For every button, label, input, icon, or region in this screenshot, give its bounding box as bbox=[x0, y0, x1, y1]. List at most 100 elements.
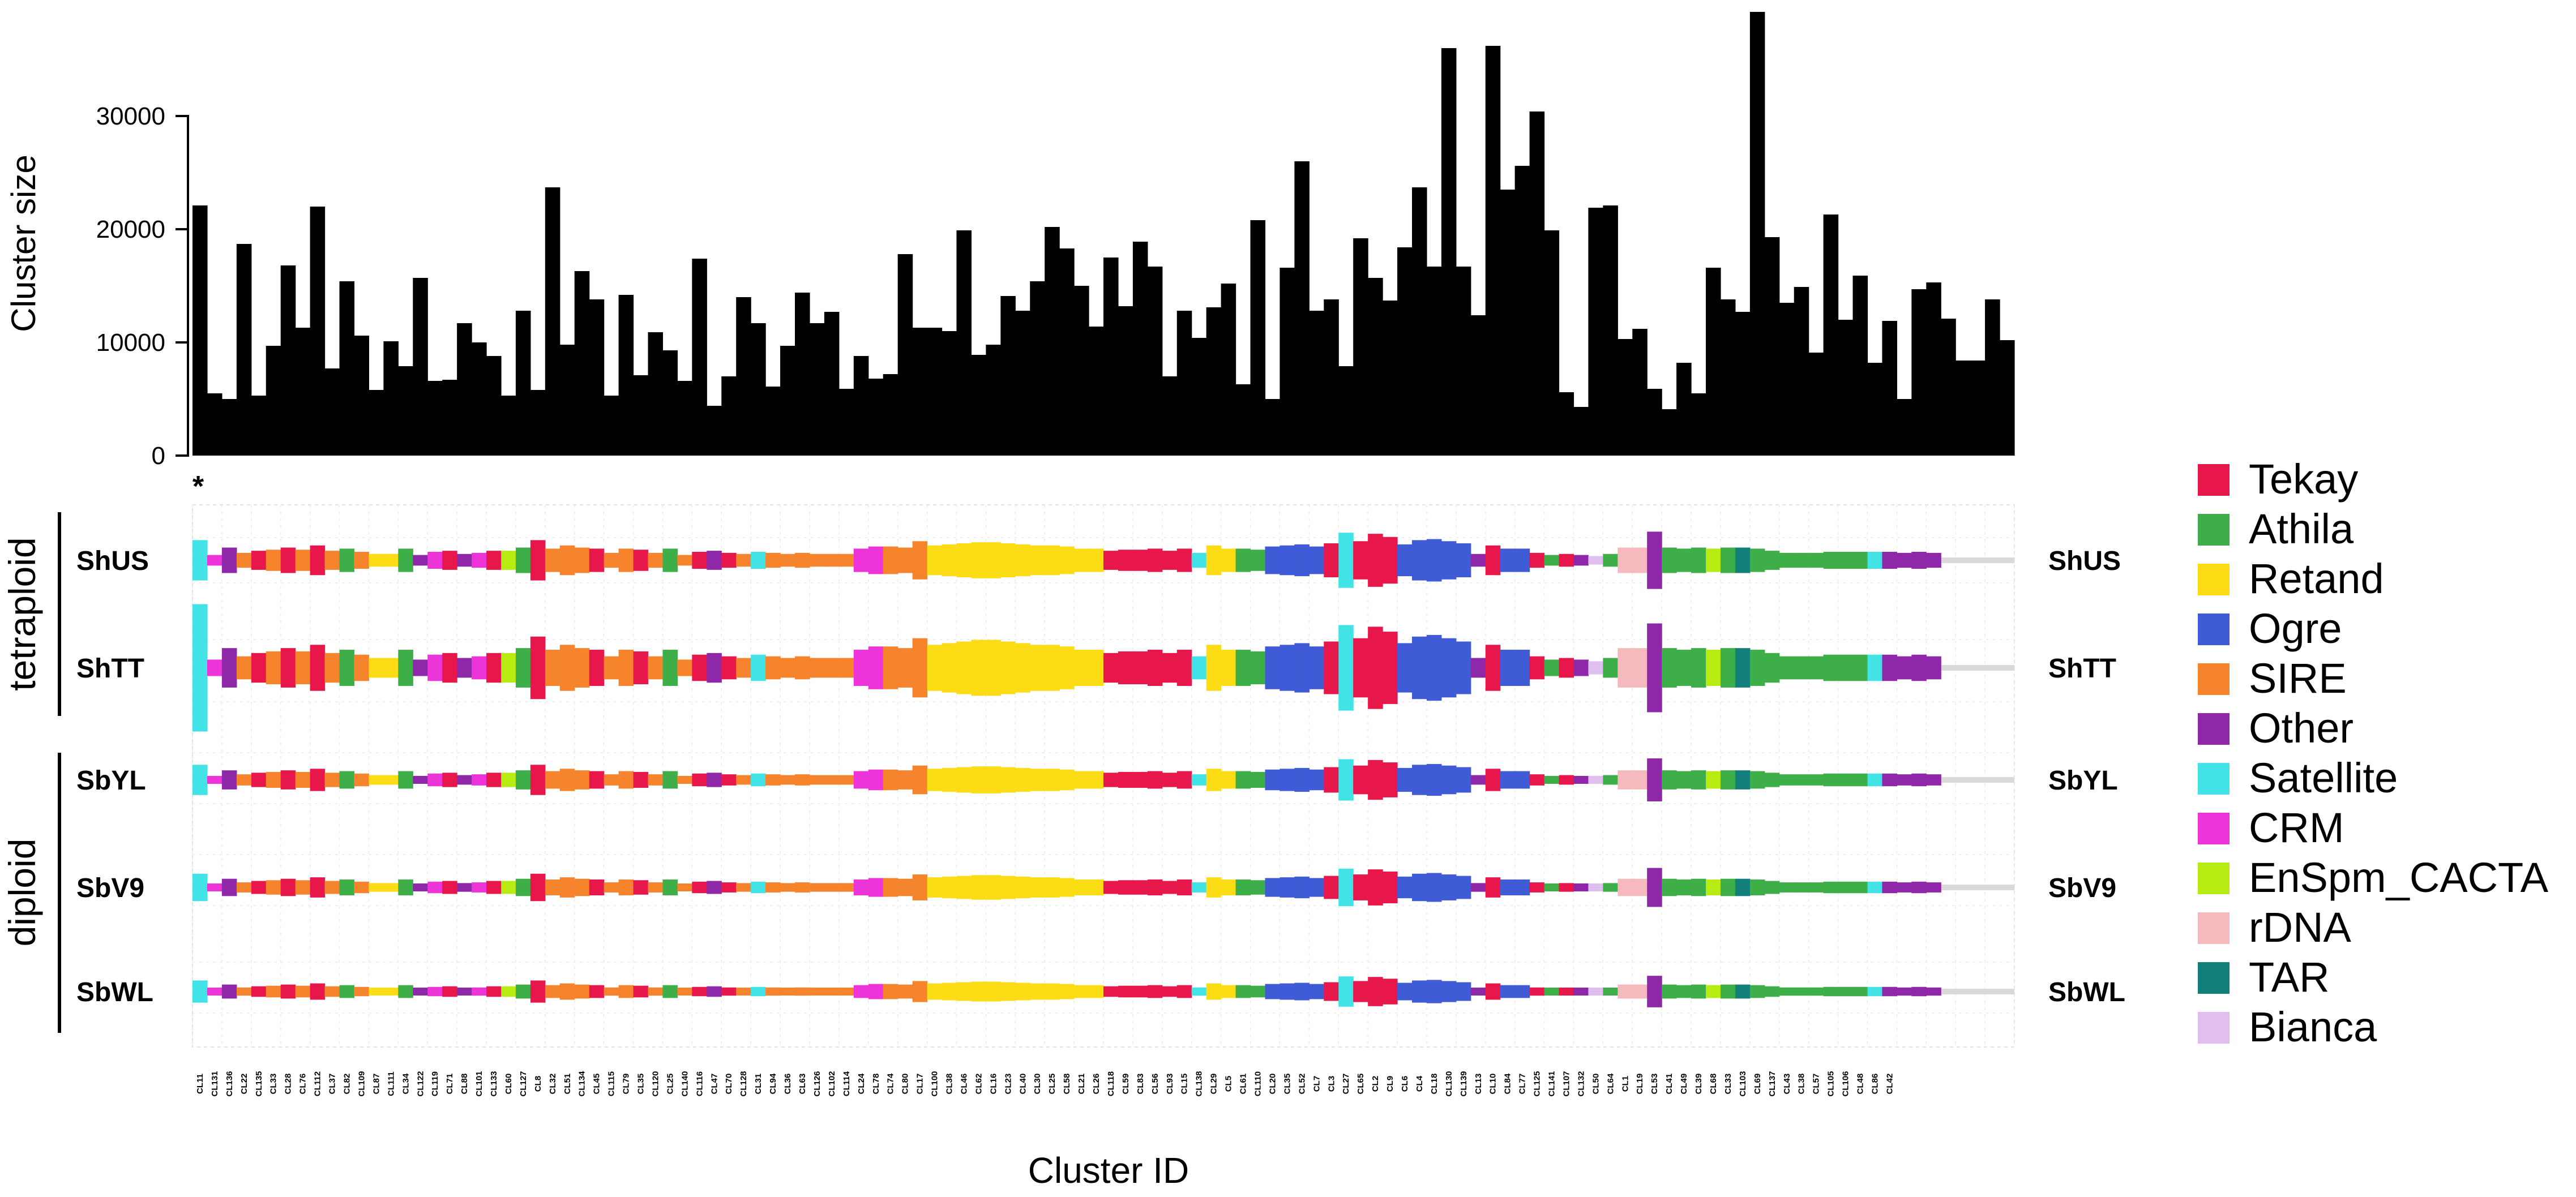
abundance-cell bbox=[1485, 769, 1501, 791]
sample-label-left: ShTT bbox=[76, 654, 144, 684]
abundance-cell bbox=[1397, 643, 1413, 693]
abundance-cell bbox=[618, 548, 634, 572]
abundance-cell bbox=[956, 982, 972, 1001]
abundance-cell bbox=[369, 658, 384, 678]
abundance-cell bbox=[751, 654, 766, 681]
abundance-cell bbox=[1706, 771, 1721, 789]
abundance-cell bbox=[1059, 646, 1075, 689]
abundance-cell bbox=[1353, 638, 1368, 698]
abundance-cell bbox=[618, 879, 634, 896]
abundance-cell bbox=[192, 980, 208, 1003]
abundance-cell bbox=[868, 546, 884, 574]
abundance-cell bbox=[1838, 986, 1854, 997]
bar bbox=[354, 336, 370, 456]
bar bbox=[427, 381, 443, 456]
abundance-cell bbox=[339, 985, 355, 998]
abundance-cell bbox=[927, 877, 943, 898]
bar bbox=[1926, 282, 1941, 456]
cluster-id-label: CL7 bbox=[1312, 1076, 1321, 1092]
bar bbox=[648, 332, 664, 456]
abundance-cell bbox=[207, 988, 222, 996]
abundance-cell bbox=[1206, 545, 1222, 576]
cluster-id-label: CL11 bbox=[195, 1074, 205, 1094]
bar bbox=[266, 346, 281, 456]
abundance-cell bbox=[1676, 650, 1692, 686]
bar bbox=[780, 346, 795, 456]
bar bbox=[765, 387, 781, 456]
abundance-cell bbox=[1250, 985, 1266, 998]
abundance-cell bbox=[956, 876, 972, 899]
abundance-cell bbox=[295, 651, 311, 685]
bar bbox=[413, 278, 428, 456]
abundance-cell bbox=[1147, 650, 1163, 686]
abundance-cell bbox=[266, 651, 281, 685]
abundance-cell bbox=[1397, 876, 1413, 899]
abundance-cell bbox=[1162, 551, 1178, 570]
abundance-cell bbox=[1897, 774, 1912, 786]
sample-row-shus bbox=[192, 531, 2014, 589]
abundance-cell bbox=[413, 659, 428, 676]
abundance-cell bbox=[1280, 983, 1295, 1000]
bar bbox=[1529, 111, 1545, 456]
bar bbox=[310, 207, 326, 456]
cluster-id-label: CL130 bbox=[1444, 1071, 1454, 1096]
abundance-cell bbox=[1485, 877, 1501, 898]
abundance-cell bbox=[780, 988, 795, 996]
cluster-id-label: CL35 bbox=[1282, 1074, 1292, 1095]
bar bbox=[1206, 307, 1222, 456]
y-tick-label: 10000 bbox=[96, 329, 165, 357]
abundance-cell bbox=[559, 877, 575, 898]
abundance-cell bbox=[339, 548, 355, 572]
abundance-cell bbox=[618, 985, 634, 998]
abundance-cell bbox=[574, 878, 590, 896]
abundance-cell bbox=[721, 774, 737, 786]
cluster-id-label: CL71 bbox=[445, 1074, 455, 1095]
abundance-cell bbox=[1309, 546, 1324, 574]
bar bbox=[1045, 227, 1060, 456]
abundance-cell bbox=[809, 554, 825, 567]
abundance-cell bbox=[1074, 771, 1089, 789]
abundance-cell bbox=[413, 775, 428, 784]
bar bbox=[1632, 329, 1648, 456]
abundance-cell bbox=[1470, 883, 1486, 892]
abundance-cell bbox=[1897, 882, 1912, 893]
legend-swatch bbox=[2198, 464, 2230, 496]
abundance-cell bbox=[633, 550, 649, 571]
abundance-cell bbox=[1794, 552, 1809, 568]
cluster-id-label: CL79 bbox=[622, 1074, 631, 1095]
legend-swatch bbox=[2198, 763, 2230, 795]
abundance-cell bbox=[1015, 643, 1030, 693]
cluster-id-label: CL119 bbox=[430, 1071, 440, 1096]
abundance-cell bbox=[1823, 986, 1839, 997]
cluster-id-label: CL2 bbox=[1371, 1076, 1380, 1092]
abundance-cell bbox=[398, 548, 413, 572]
abundance-cell bbox=[1162, 881, 1178, 894]
abundance-cell bbox=[559, 545, 575, 576]
abundance-cell bbox=[1823, 881, 1839, 894]
abundance-cell bbox=[1618, 547, 1633, 573]
abundance-cell bbox=[1559, 554, 1574, 567]
legend-label: SIRE bbox=[2249, 655, 2347, 702]
abundance-cell bbox=[1411, 540, 1427, 581]
legend-swatch bbox=[2198, 813, 2230, 844]
bar bbox=[1603, 205, 1618, 456]
abundance-cell bbox=[604, 987, 619, 996]
abundance-cell bbox=[838, 775, 854, 785]
abundance-cell bbox=[1191, 656, 1207, 680]
bar bbox=[809, 323, 825, 456]
bar bbox=[1588, 208, 1603, 456]
abundance-cell bbox=[472, 656, 487, 680]
abundance-cell bbox=[589, 985, 605, 998]
abundance-cell bbox=[398, 771, 413, 789]
abundance-cell bbox=[1470, 775, 1486, 785]
abundance-cell bbox=[1030, 983, 1045, 1000]
abundance-cell bbox=[648, 552, 664, 568]
abundance-cell bbox=[648, 656, 664, 680]
abundance-cell bbox=[266, 771, 281, 788]
abundance-cell bbox=[1911, 773, 1927, 787]
abundance-cell bbox=[618, 650, 634, 686]
abundance-cell bbox=[692, 654, 707, 681]
abundance-cell bbox=[1544, 659, 1560, 676]
abundance-rows bbox=[192, 531, 2014, 1007]
abundance-cell bbox=[1426, 634, 1442, 701]
